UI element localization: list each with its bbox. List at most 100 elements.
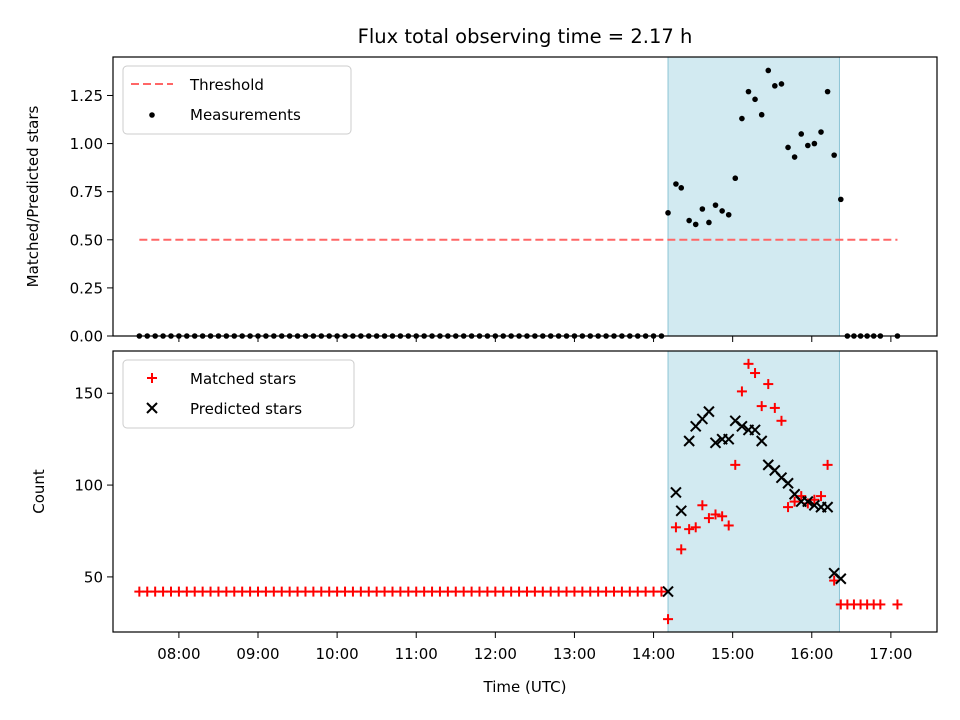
predicted-star-point [703,405,715,418]
x-b [709,437,722,449]
x-b [775,472,788,484]
axes-frame [112,56,938,337]
x-b [670,486,682,499]
x-b [828,567,840,579]
matched-star-point [736,386,747,397]
axes-frame [112,350,938,633]
measurement-point [752,96,758,103]
x-b [722,433,735,445]
legend-predicted-marker-b [146,402,158,414]
matched-star-point [829,575,840,586]
shaded-region [667,56,840,337]
predicted-star-point [675,505,687,517]
matched-star-point [796,491,807,502]
predicted-star-point [670,486,682,499]
x-b [703,405,715,418]
measurement-point [785,144,791,151]
x-b [762,459,774,471]
x-b [736,420,748,433]
legend-label: Threshold [189,76,264,94]
x-tick-label: 08:00 [157,645,200,663]
matched-star-point [730,459,741,470]
x-b [788,488,801,500]
matched-star-point [703,513,714,524]
measurement-point [811,140,818,147]
predicted-star-point [821,501,834,513]
matched-star-point [723,520,734,531]
measurement-point [712,202,719,208]
predicted-star-point [683,435,695,447]
x-tick-label: 10:00 [315,645,358,663]
matched-star-point [816,491,827,502]
y-tick-label: 1.25 [70,87,103,105]
measurement-point [818,129,824,135]
x-b [808,499,821,511]
y-axis-label: Count [30,469,48,514]
x-tick-label: 12:00 [474,645,517,663]
y-tick-label: 0.75 [70,183,103,201]
y-axis-label: Matched/Predicted stars [24,106,42,288]
y-tick-label: 100 [74,477,103,495]
measurement-point [778,81,785,87]
shaded-region [667,350,840,633]
x-b [835,573,847,585]
legend: Threshold Measurements [122,65,352,135]
matched-star-point [769,402,780,413]
predicted-star-point [782,477,794,489]
x-tick-label: 13:00 [553,645,596,663]
legend-measurement-marker [149,112,155,118]
predicted-star-point [808,499,821,511]
measurement-point [686,217,692,224]
x-b [662,585,674,598]
predicted-star-point [749,424,761,436]
legend-box [122,359,355,429]
matched-star-point [822,459,833,470]
matched-star-point [710,509,721,520]
predicted-star-point [755,435,768,447]
x-axis-label: Time (UTC) [483,678,567,696]
y-tick-label: 50 [84,568,103,586]
top-subplot: 0.00 0.25 0.50 0.75 1.00 1.25 Matched/Predicte… [24,56,938,346]
matched-star-point [656,586,667,597]
legend-box [122,65,352,135]
matched-star-point [875,599,886,610]
predicted-star-point [709,437,722,449]
x-tick-label: 09:00 [236,645,279,663]
matched-star-point [663,614,674,625]
chart-title: Flux total observing time = 2.17 h [358,25,693,48]
measurement-point [824,88,831,95]
y-tick-label: 0.50 [70,231,103,249]
matched-star-point [776,415,787,426]
measurement-point [791,154,798,160]
x-b [821,501,834,513]
measurement-point [739,115,745,122]
matched-star-point [676,544,687,555]
y-tick-label: 150 [74,385,103,403]
x-b [683,435,695,447]
measurement-point [692,221,699,228]
matched-star-point [717,511,728,522]
x-tick-label: 15:00 [711,645,754,663]
x-tick-label: 14:00 [632,645,675,663]
matched-star-point [697,500,708,511]
measurement-point [758,111,765,118]
matched-star-point [743,358,754,369]
x-tick-label: 16:00 [790,645,833,663]
measurement-point [798,131,805,137]
matched-star-point [892,599,903,610]
measurement-point [838,196,844,203]
matched-star-point [750,368,761,379]
matched-star-point [756,401,767,412]
x-tick-label: 17:00 [869,645,912,663]
y-tick-label: 0.25 [70,279,103,297]
predicted-star-point [662,585,674,598]
measurement-point [699,206,706,212]
legend: Matched stars Predicted stars [122,359,355,429]
measurement-point [706,219,712,226]
measurement-point [725,211,732,218]
matched-star-point [789,496,800,507]
x-b [675,505,687,517]
y-tick-label: 1.00 [70,135,103,153]
legend-label: Matched stars [190,370,296,388]
predicted-star-point [802,495,814,508]
